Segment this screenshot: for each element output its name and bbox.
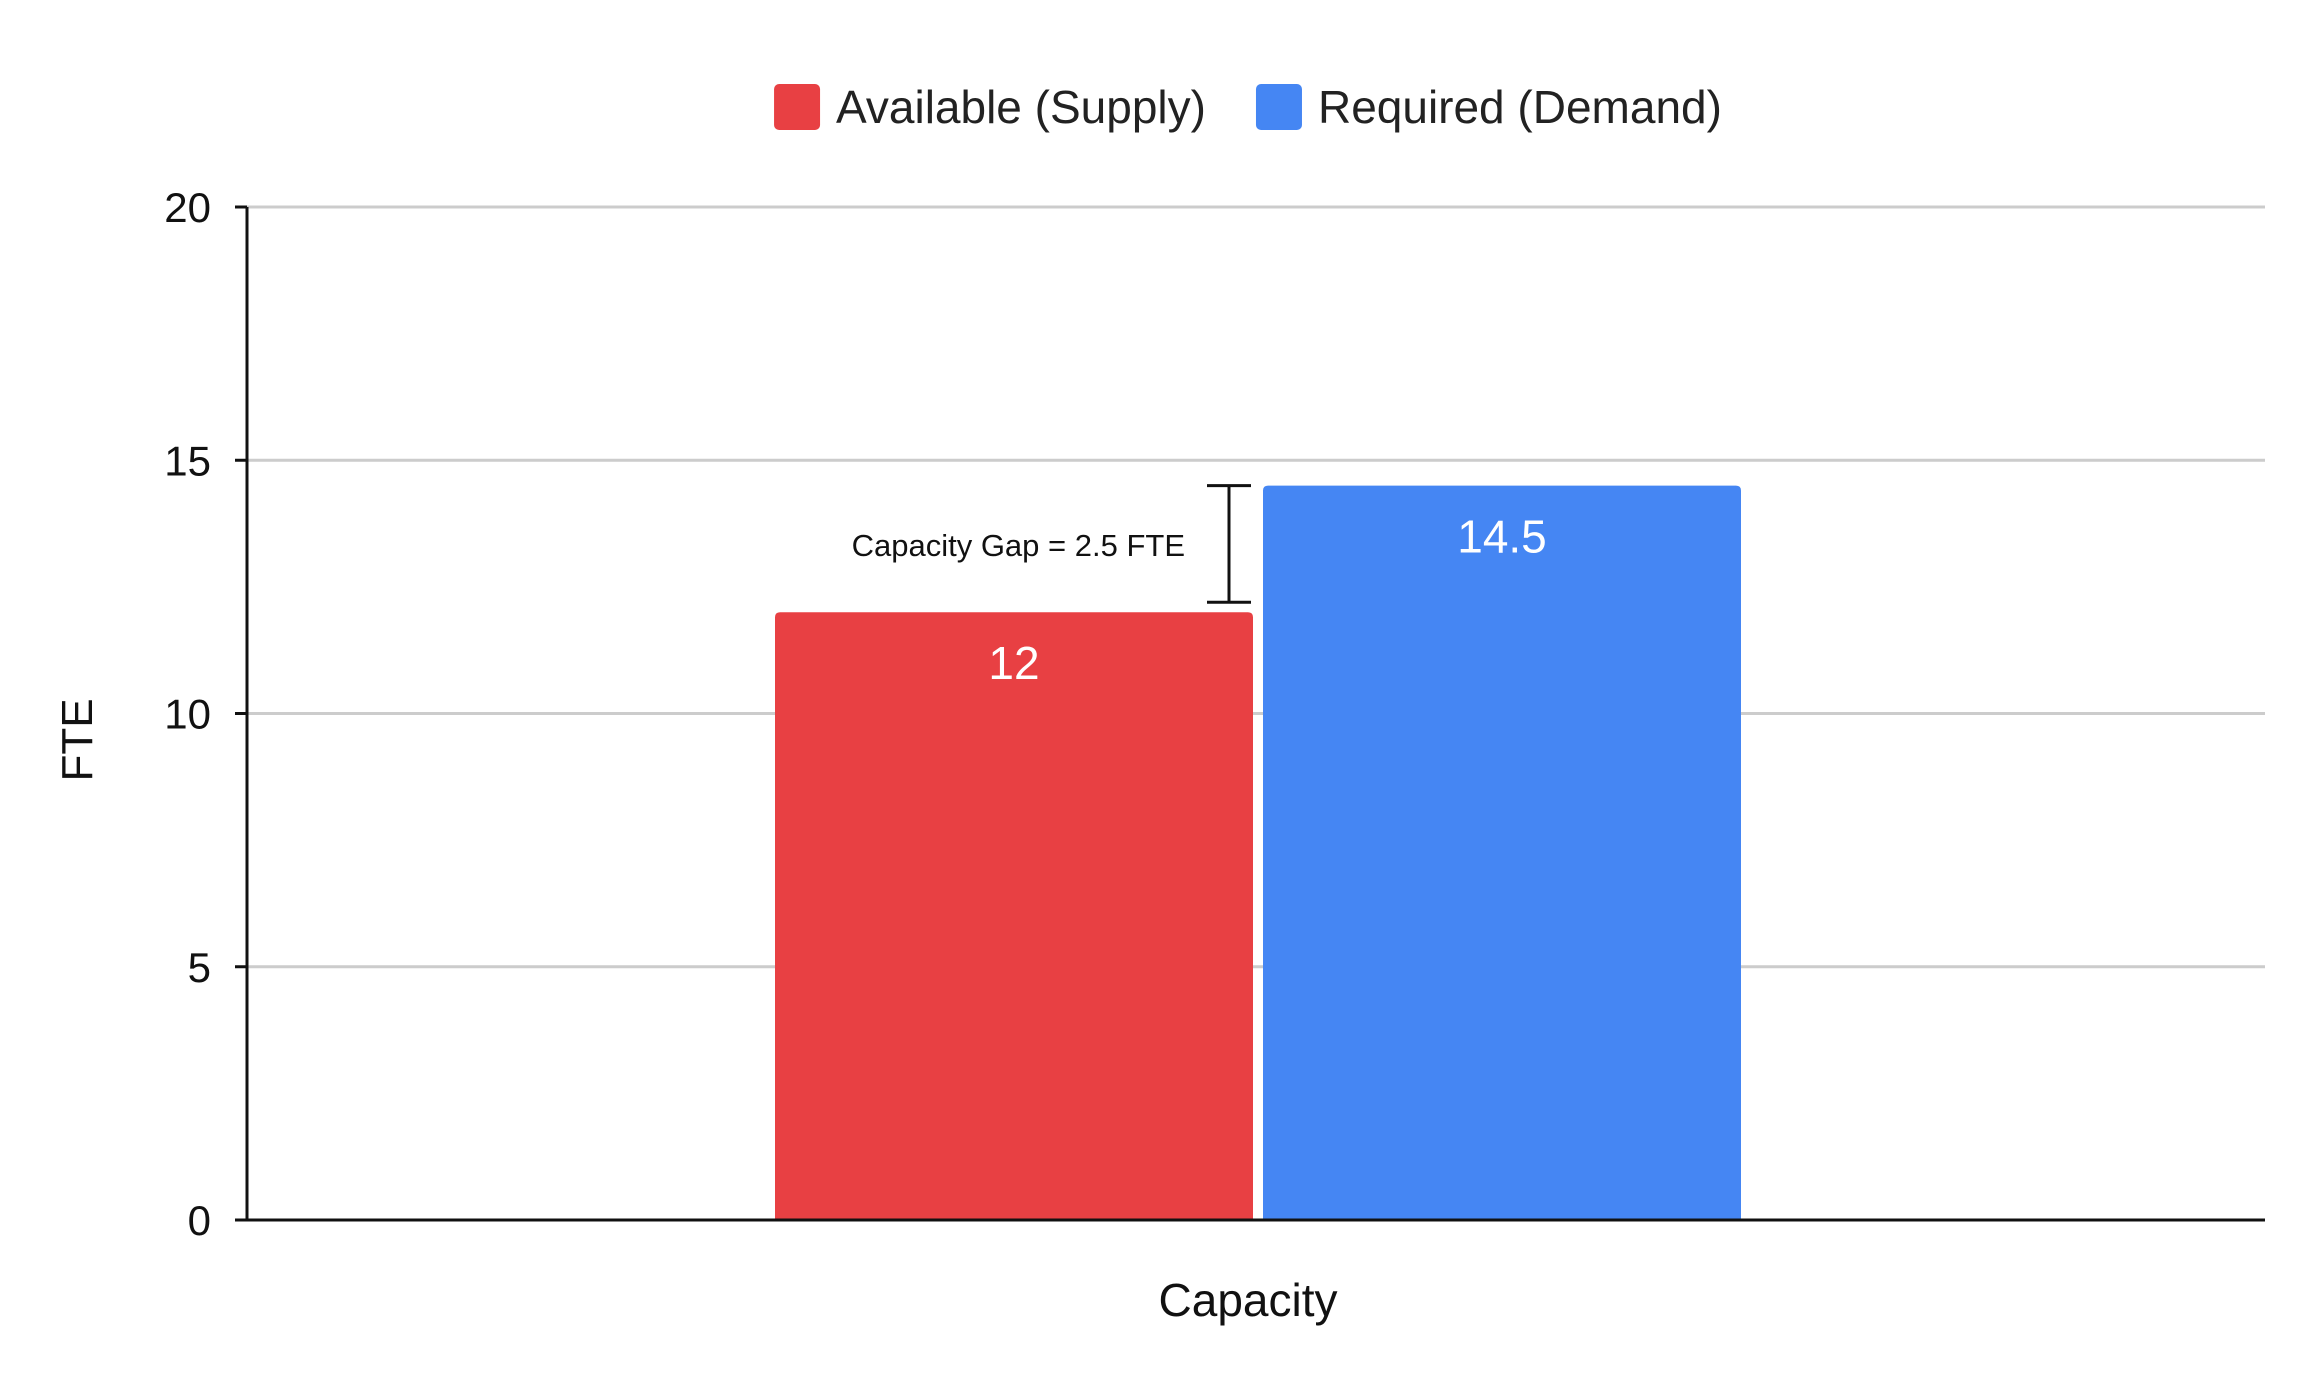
gridlines (247, 205, 2265, 969)
axes: 0 5 10 15 20 (164, 184, 2265, 1244)
legend-item-required-demand[interactable]: Required (Demand) (1255, 81, 1722, 133)
bar-required-demand (1263, 485, 1741, 1220)
x-axis-title: Capacity (1159, 1274, 1338, 1326)
bar-data-label: 12 (988, 637, 1039, 689)
y-axis-title: FTE (53, 698, 102, 781)
bars: 12 14.5 (775, 485, 1741, 1220)
legend-swatch (1255, 84, 1302, 130)
y-tick-label: 20 (164, 184, 211, 231)
legend: Available (Supply) Required (Demand) (774, 81, 1722, 133)
y-tick-label: 0 (188, 1197, 211, 1244)
annotation: Capacity Gap = 2.5 FTE (852, 484, 1251, 604)
bar-data-label: 14.5 (1457, 511, 1547, 563)
legend-label: Available (Supply) (836, 81, 1206, 133)
y-tick-label: 15 (164, 437, 211, 484)
y-tick-label: 5 (188, 944, 211, 991)
y-tick-label: 10 (164, 691, 211, 738)
bar-available-supply (775, 612, 1253, 1220)
legend-label: Required (Demand) (1318, 81, 1722, 133)
legend-item-available-supply[interactable]: Available (Supply) (774, 81, 1206, 133)
legend-swatch (774, 84, 821, 130)
capacity-gap-annotation: Capacity Gap = 2.5 FTE (852, 528, 1185, 563)
